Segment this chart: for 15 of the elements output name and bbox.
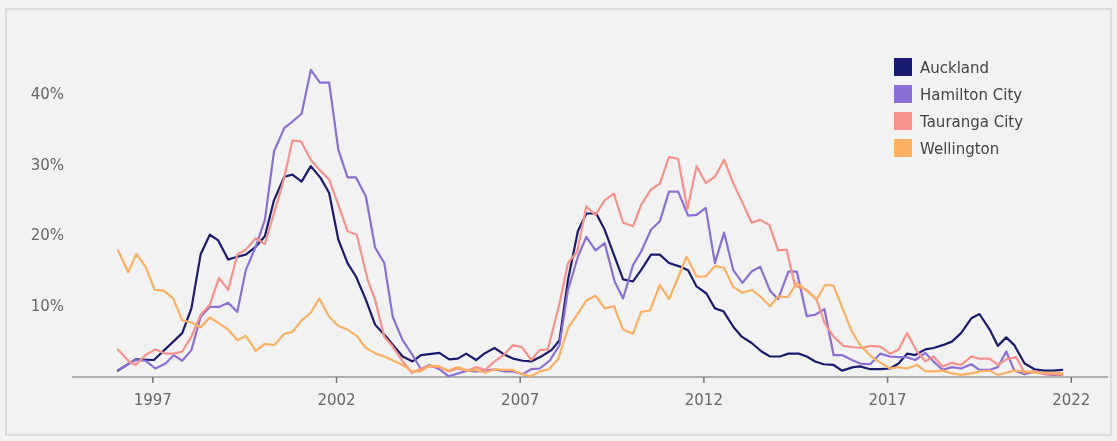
y-tick-label: 40% — [30, 84, 64, 103]
x-tick-label: 2012 — [684, 391, 723, 409]
legend-label: Hamilton City — [920, 86, 1023, 104]
x-tick-label: 2007 — [501, 391, 540, 409]
legend-label: Tauranga City — [919, 113, 1024, 131]
line-series — [116, 249, 1064, 378]
x-tick-label: 2017 — [868, 391, 907, 409]
y-tick-label: 20% — [30, 226, 64, 245]
x-tick-label: 2002 — [317, 391, 356, 409]
legend-label: Auckland — [920, 59, 990, 77]
legend-label: Wellington — [920, 140, 1000, 158]
y-tick-label: 30% — [30, 155, 64, 174]
y-tick-label: 10% — [30, 297, 64, 316]
x-tick-label: 2022 — [1052, 391, 1091, 409]
x-tick-label: 1997 — [133, 391, 172, 409]
